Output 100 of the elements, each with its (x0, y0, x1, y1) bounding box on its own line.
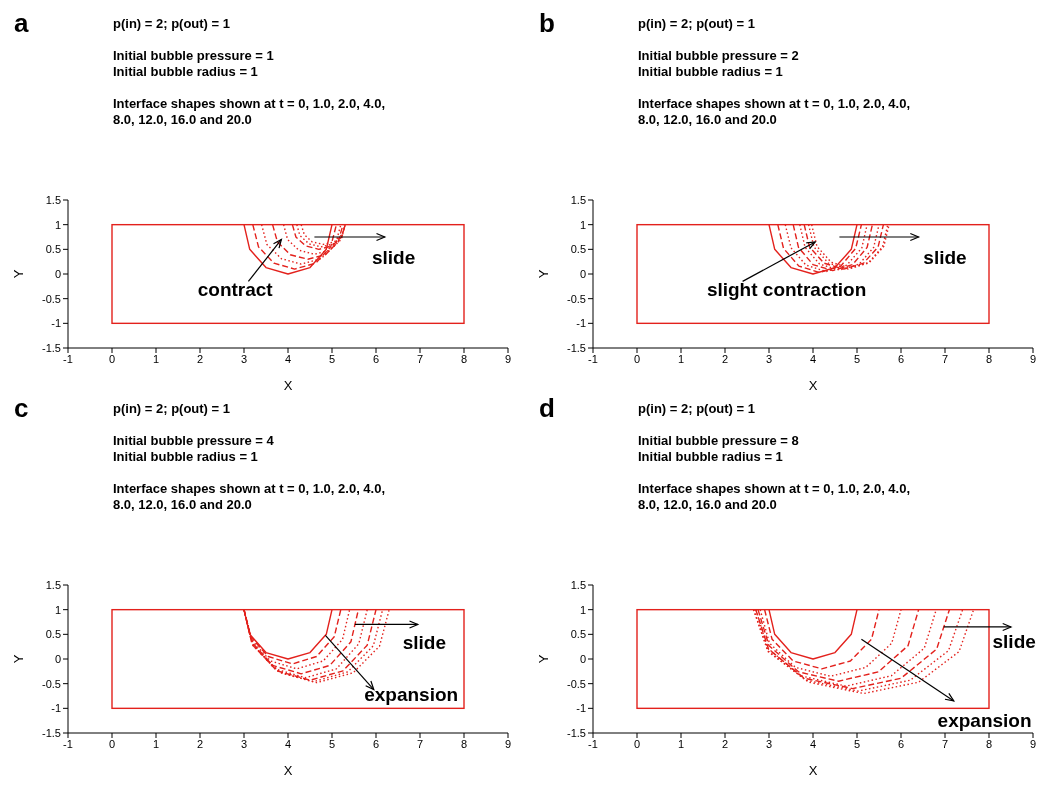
text: Initial bubble radius = 1 (113, 449, 259, 465)
y-tick-label: -0.5 (567, 292, 586, 305)
x-tick-label: 3 (765, 737, 773, 750)
chart-subtitle: p(in) = 2; p(out) = 1 (113, 16, 231, 32)
y-tick-label: -1.5 (42, 341, 61, 354)
y-tick-label: 1.5 (570, 578, 586, 591)
x-tick-label: 4 (809, 737, 817, 750)
y-tick-label: -0.5 (567, 677, 586, 690)
x-tick-label: 1 (152, 352, 160, 365)
x-tick-label: -1 (63, 352, 73, 365)
annotation: slide (402, 632, 447, 654)
y-axis-title: Y (536, 269, 552, 279)
y-tick-label: 0.5 (570, 628, 586, 641)
x-tick-label: 9 (1029, 737, 1037, 750)
y-tick-label: -1 (576, 702, 586, 715)
chart-subtitle: p(in) = 2; p(out) = 1 (638, 16, 756, 32)
y-tick-label: 0.5 (570, 243, 586, 256)
x-tick-label: 7 (941, 737, 949, 750)
chart-title: a (14, 8, 29, 39)
text: Interface shapes shown at t = 0, 1.0, 2.0, 4.0, 8.0, 12.0, 16.0 and 20.0 (113, 481, 387, 513)
y-tick-label: -1 (51, 702, 61, 715)
text: Initial bubble pressure = 4 (113, 433, 275, 449)
y-tick-label: -0.5 (42, 292, 61, 305)
y-tick-label: 0.5 (45, 628, 61, 641)
y-tick-label: 0 (579, 652, 586, 665)
y-tick-label: 1.5 (45, 193, 61, 206)
x-tick-label: 3 (240, 737, 248, 750)
x-tick-label: 3 (240, 352, 248, 365)
x-tick-label: 0 (633, 737, 641, 750)
x-tick-label: -1 (63, 737, 73, 750)
y-tick-label: -1.5 (567, 341, 586, 354)
y-tick-label: 1 (54, 218, 61, 231)
x-tick-label: 1 (677, 737, 685, 750)
x-tick-label: 1 (152, 737, 160, 750)
chart-title: d (539, 393, 555, 424)
y-tick-label: 0 (579, 267, 586, 280)
x-tick-label: 5 (328, 737, 336, 750)
y-axis-title: Y (536, 654, 552, 664)
x-tick-label: 9 (504, 352, 512, 365)
text: Interface shapes shown at t = 0, 1.0, 2.0, 4.0, 8.0, 12.0, 16.0 and 20.0 (638, 481, 912, 513)
x-tick-label: 6 (372, 737, 380, 750)
chart-subtitle: p(in) = 2; p(out) = 1 (638, 401, 756, 417)
annotation: expansion (937, 710, 1032, 732)
x-tick-label: 7 (941, 352, 949, 365)
x-tick-label: 8 (460, 737, 468, 750)
text: Initial bubble radius = 1 (113, 64, 259, 80)
annotation: expansion (364, 683, 459, 705)
x-tick-label: 3 (765, 352, 773, 365)
x-tick-label: 2 (196, 737, 204, 750)
x-tick-label: 0 (108, 352, 116, 365)
annotation: slight contraction (706, 279, 867, 301)
x-tick-label: 5 (853, 737, 861, 750)
y-tick-label: 1 (579, 218, 586, 231)
chart-subtitle: p(in) = 2; p(out) = 1 (113, 401, 231, 417)
x-tick-label: 1 (677, 352, 685, 365)
y-tick-label: 0 (54, 267, 61, 280)
y-axis-title: Y (11, 654, 27, 664)
x-tick-label: -1 (588, 352, 598, 365)
text: Initial bubble radius = 1 (638, 64, 784, 80)
x-tick-label: 9 (504, 737, 512, 750)
x-axis-title: X (808, 763, 818, 778)
y-tick-label: 1 (54, 603, 61, 616)
text: Initial bubble pressure = 1 (113, 48, 275, 64)
y-tick-label: -0.5 (42, 677, 61, 690)
y-tick-label: 0.5 (45, 243, 61, 256)
x-tick-label: 9 (1029, 352, 1037, 365)
annotation: slide (923, 247, 967, 269)
y-tick-label: 1 (579, 603, 586, 616)
y-tick-label: 1.5 (570, 193, 586, 206)
chart-title: b (539, 8, 555, 39)
x-tick-label: 2 (721, 737, 729, 750)
x-tick-label: 5 (328, 352, 336, 365)
x-axis-title: X (808, 378, 818, 393)
y-axis-title: Y (11, 269, 27, 279)
x-tick-label: 0 (108, 737, 116, 750)
text: Initial bubble pressure = 8 (638, 433, 800, 449)
annotation: contract (197, 279, 274, 301)
x-tick-label: 4 (284, 352, 292, 365)
x-tick-label: 8 (985, 737, 993, 750)
x-tick-label: -1 (588, 737, 598, 750)
x-tick-label: 6 (897, 352, 905, 365)
y-tick-label: -1 (576, 317, 586, 330)
y-tick-label: -1 (51, 317, 61, 330)
annotation: slide (992, 631, 1036, 653)
x-tick-label: 2 (196, 352, 204, 365)
text: Interface shapes shown at t = 0, 1.0, 2.0, 4.0, 8.0, 12.0, 16.0 and 20.0 (113, 96, 387, 128)
x-tick-label: 4 (809, 352, 817, 365)
text: Initial bubble radius = 1 (638, 449, 784, 465)
x-tick-label: 8 (985, 352, 993, 365)
y-tick-label: -1.5 (567, 726, 586, 739)
x-tick-label: 6 (897, 737, 905, 750)
annotation: slide (371, 247, 416, 269)
x-tick-label: 5 (853, 352, 861, 365)
x-tick-label: 4 (284, 737, 292, 750)
x-tick-label: 7 (416, 737, 424, 750)
x-tick-label: 8 (460, 352, 468, 365)
x-axis-title: X (283, 378, 293, 393)
x-tick-label: 6 (372, 352, 380, 365)
x-tick-label: 2 (721, 352, 729, 365)
text: Initial bubble pressure = 2 (638, 48, 800, 64)
